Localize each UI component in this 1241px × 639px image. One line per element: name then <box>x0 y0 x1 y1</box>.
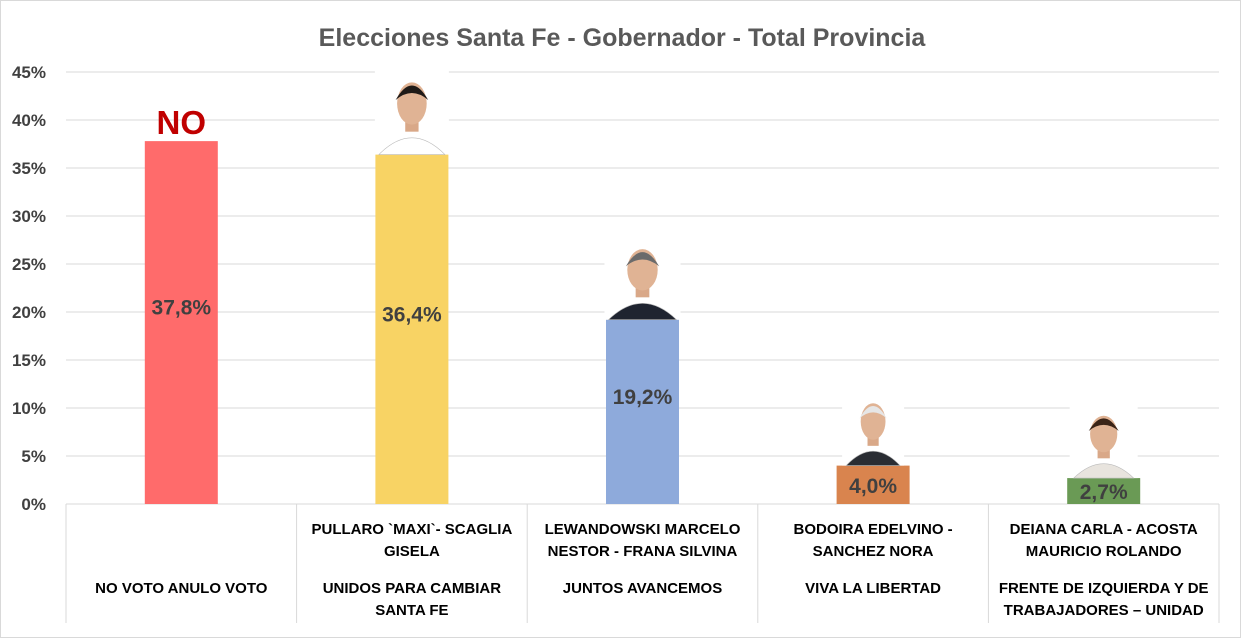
chart-title: Elecciones Santa Fe - Gobernador - Total… <box>319 24 927 52</box>
bar <box>375 154 449 504</box>
candidate-photo <box>842 389 905 466</box>
candidate-photo <box>604 233 681 320</box>
y-tick-label: 20% <box>12 303 46 322</box>
y-tick-label: 5% <box>21 447 46 466</box>
y-tick-label: 30% <box>12 207 46 226</box>
data-label: 37,8% <box>152 297 212 320</box>
candidate-label: BODOIRA EDELVINO - <box>794 521 953 538</box>
data-label: 36,4% <box>382 303 442 326</box>
y-tick-label: 25% <box>12 255 46 274</box>
candidate-photos <box>374 66 1138 479</box>
candidate-label: GISELA <box>384 543 440 560</box>
candidate-label: PULLARO `MAXI`- SCAGLIA <box>311 521 512 538</box>
party-label: FRENTE DE IZQUIERDA Y DE <box>999 580 1209 597</box>
y-tick-label: 15% <box>12 351 46 370</box>
y-axis: 0% 5% 10% 15% 20% 25% 30% 35% 40% 45% <box>12 63 46 514</box>
no-annotation: NO <box>157 104 207 141</box>
bars <box>144 141 1141 504</box>
candidate-label: MAURICIO ROLANDO <box>1026 543 1182 560</box>
party-label: UNIDOS PARA CAMBIAR <box>323 580 501 597</box>
y-tick-label: 40% <box>12 111 46 130</box>
party-label: VIVA LA LIBERTAD <box>805 580 941 597</box>
bar <box>1067 478 1141 504</box>
candidate-label: LEWANDOWSKI MARCELO <box>545 521 741 538</box>
party-label: TRABAJADORES – UNIDAD <box>1004 602 1204 619</box>
party-label: SANTA FE <box>375 602 448 619</box>
data-label: 19,2% <box>613 386 673 409</box>
y-tick-label: 35% <box>12 159 46 178</box>
party-label: JUNTOS AVANCEMOS <box>563 580 722 597</box>
y-tick-label: 10% <box>12 399 46 418</box>
party-label: NO VOTO ANULO VOTO <box>95 580 268 597</box>
data-label: 4,0% <box>849 475 897 498</box>
data-label: 2,7% <box>1080 481 1128 504</box>
y-tick-label: 0% <box>21 495 46 514</box>
candidate-label: DEIANA CARLA - ACOSTA <box>1010 521 1198 538</box>
candidate-photo <box>1069 402 1138 479</box>
candidate-label: NESTOR - FRANA SILVINA <box>548 543 738 560</box>
bar <box>606 319 679 504</box>
candidate-label: SANCHEZ NORA <box>813 543 934 560</box>
candidate-photo <box>374 66 449 155</box>
data-labels: 37,8% 36,4% 19,2% 4,0% 2,7% NO <box>152 104 1128 504</box>
y-tick-label: 45% <box>12 63 46 82</box>
bar <box>144 141 218 504</box>
category-table: NO VOTO ANULO VOTO PULLARO `MAXI`- SCAGLI… <box>65 504 1220 623</box>
bar <box>836 465 910 504</box>
